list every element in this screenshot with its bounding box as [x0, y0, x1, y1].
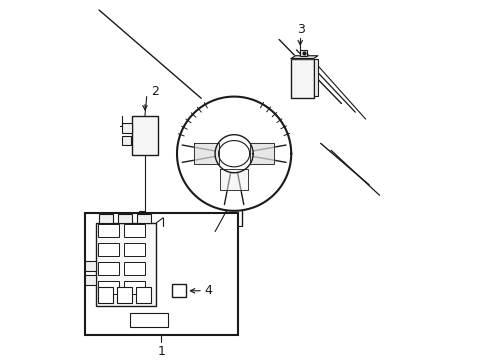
Polygon shape	[220, 169, 247, 190]
Bar	[132, 116, 158, 156]
Bar	[313, 59, 317, 95]
Bar	[85, 275, 96, 285]
Bar	[122, 123, 132, 133]
Bar	[98, 243, 119, 256]
Bar	[124, 224, 145, 237]
Bar	[124, 262, 145, 275]
Bar	[98, 281, 119, 294]
Bar	[124, 243, 145, 256]
Bar	[85, 212, 237, 336]
Bar	[171, 284, 185, 297]
Bar	[136, 287, 151, 302]
Polygon shape	[291, 56, 317, 59]
Bar	[300, 50, 306, 56]
Text: 4: 4	[204, 284, 212, 297]
Bar	[98, 262, 119, 275]
Polygon shape	[194, 143, 218, 164]
Text: 3: 3	[296, 23, 304, 36]
Bar	[137, 214, 151, 223]
Bar	[98, 287, 113, 302]
Bar	[98, 224, 119, 237]
Bar	[291, 59, 313, 98]
Bar	[124, 281, 145, 294]
Bar	[85, 261, 96, 271]
Polygon shape	[249, 143, 273, 164]
Bar	[118, 214, 132, 223]
Bar	[122, 136, 131, 145]
Bar	[117, 287, 132, 302]
Bar	[130, 313, 168, 327]
Text: 1: 1	[157, 345, 165, 358]
Text: 2: 2	[151, 85, 159, 98]
Bar	[96, 223, 156, 306]
Bar	[99, 214, 113, 223]
